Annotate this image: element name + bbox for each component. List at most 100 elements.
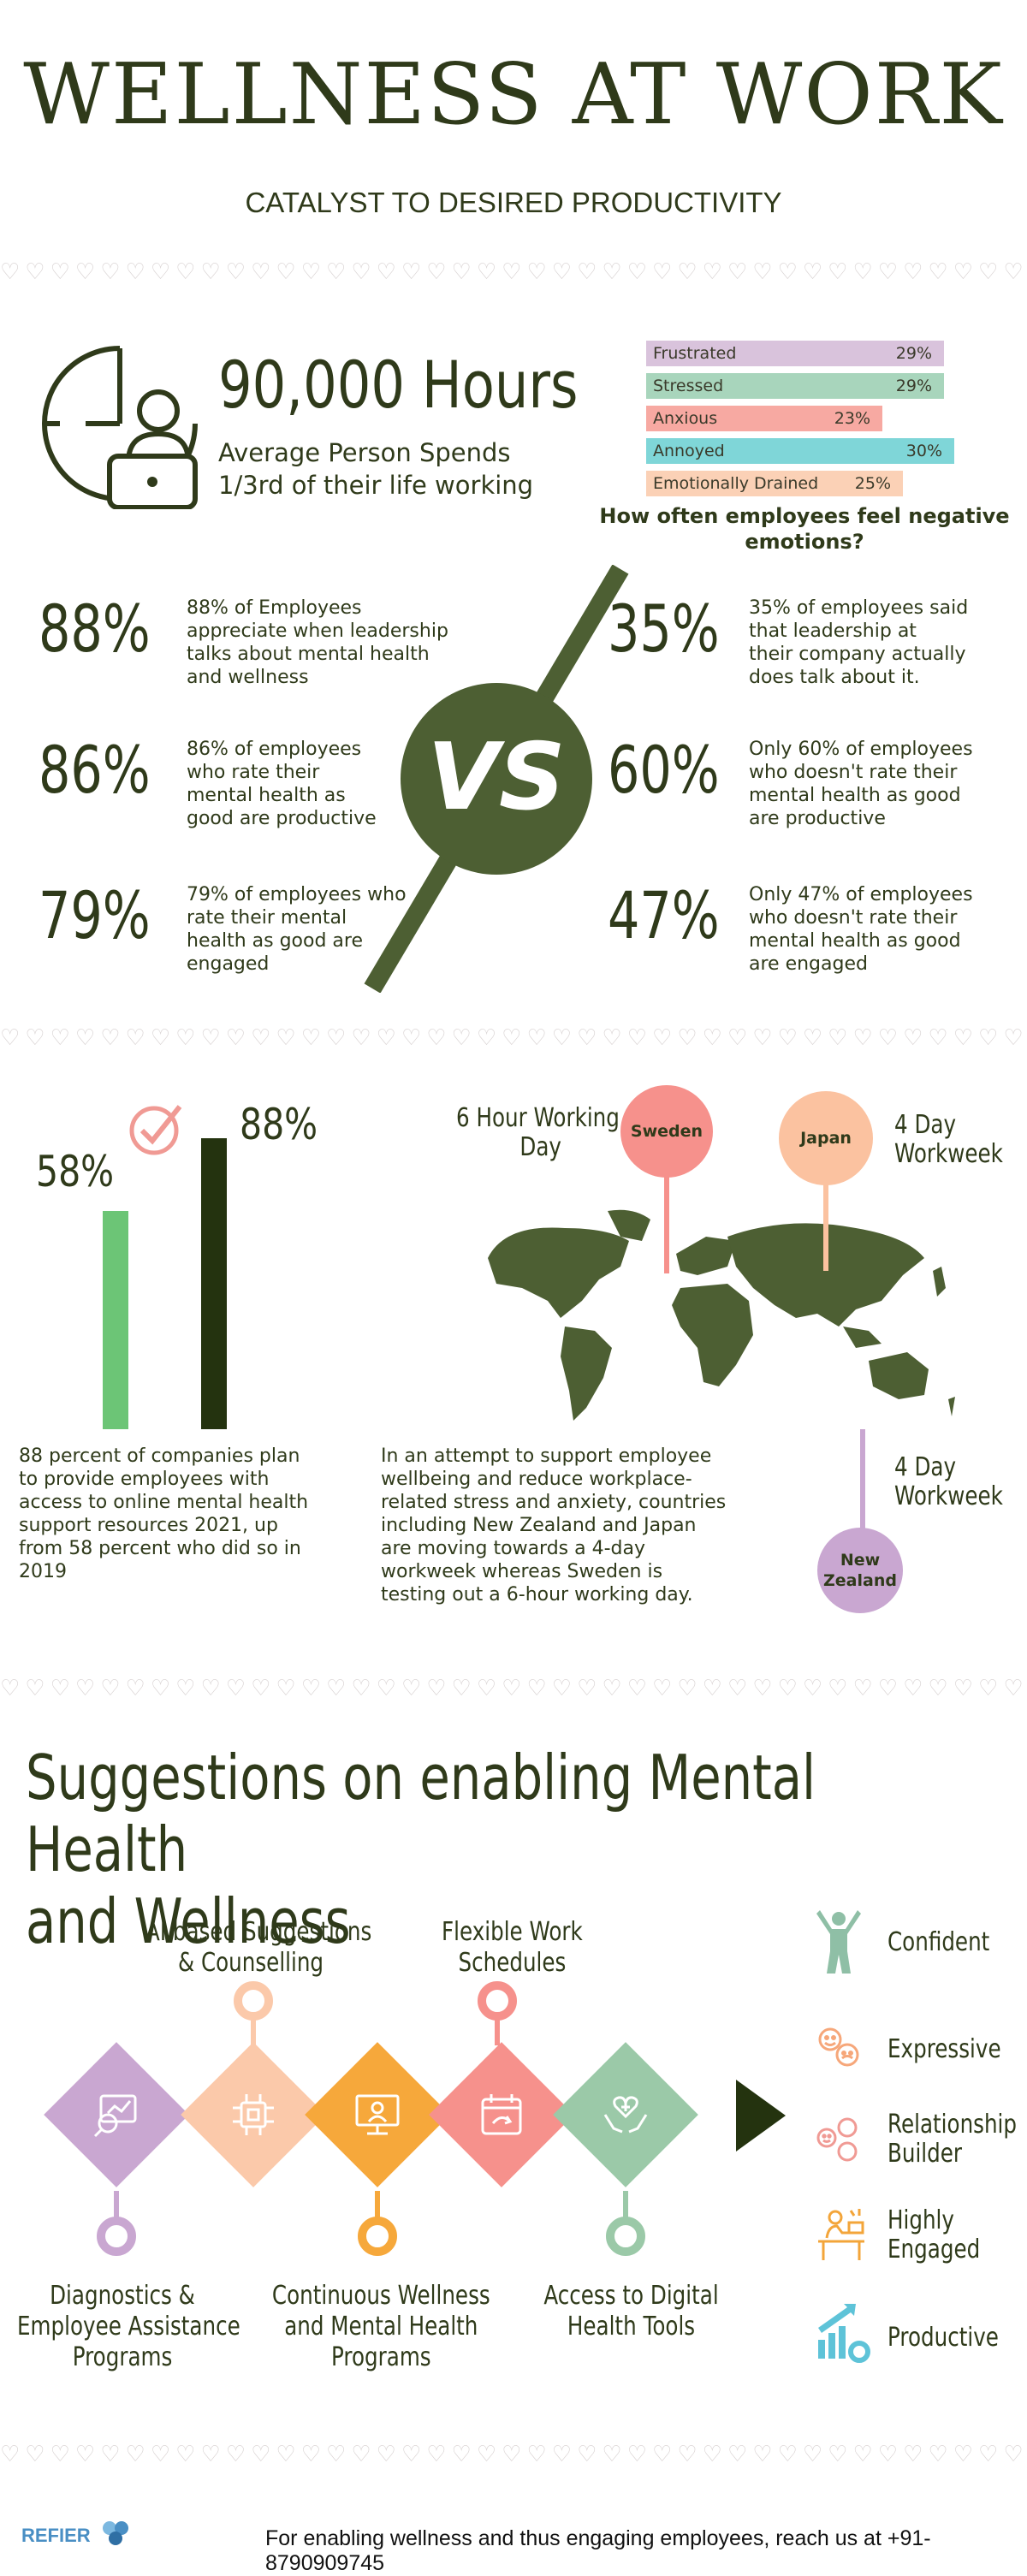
indonesia-shape	[843, 1327, 882, 1348]
stat-line: rate their mental	[187, 907, 347, 929]
japan-pin-stem	[823, 1168, 828, 1271]
japan-shape	[933, 1267, 946, 1297]
stat-line: their company actually	[749, 644, 966, 665]
emotion-pct: 29%	[895, 377, 932, 395]
left-stat-number: 88%	[39, 591, 151, 667]
emotion-bar-annoyed: Annoyed 30%	[646, 438, 954, 464]
right-stat-text: 35% of employees said that leadership at t…	[749, 597, 1006, 689]
support-text-line: from 58 percent who did so in	[19, 1538, 301, 1559]
checkmark-icon	[127, 1098, 187, 1158]
emotion-label: Stressed	[653, 377, 724, 395]
emotion-pct: 29%	[895, 344, 932, 363]
stat-line: 88% of Employees	[187, 597, 362, 619]
continuous-line1: Continuous Wellness	[271, 2281, 490, 2311]
stat-line: 35% of employees said	[749, 597, 969, 619]
stat-line: who doesn't rate their	[749, 762, 958, 783]
left-stat-text: 86% of employees who rate their mental hea…	[187, 738, 460, 830]
vs-slash-graphic: VS	[364, 565, 629, 993]
workweek-text-line: In an attempt to support employee	[381, 1445, 712, 1467]
right-stat-number: 35%	[608, 591, 720, 667]
right-stat-text: Only 47% of employees who doesn't rate th…	[749, 883, 1006, 976]
engaged-line2: Engaged	[887, 2235, 981, 2264]
digital-line1: Access to Digital	[543, 2281, 719, 2311]
nz-pin-stem	[860, 1429, 865, 1553]
hearts-divider-3: ♡♡♡♡♡♡♡♡♡♡♡♡♡♡♡♡♡♡♡♡♡♡♡♡♡♡♡♡♡♡♡♡♡♡♡♡♡♡♡♡…	[0, 1676, 1027, 1701]
australia-shape	[869, 1352, 929, 1399]
stat-line: Only 47% of employees	[749, 884, 973, 905]
connector-continuous	[375, 2191, 380, 2225]
emotion-label: Frustrated	[653, 344, 737, 363]
diagnostics-label: Diagnostics & Employee Assistance Progra…	[17, 2281, 240, 2373]
africa-shape	[672, 1284, 753, 1386]
digital-tools-label: Access to Digital Health Tools	[543, 2281, 719, 2342]
sweden-pin-stem	[664, 1171, 669, 1273]
emotions-caption-line1: How often employees feel negative	[599, 504, 1010, 528]
nz-caption-line2: Workweek	[894, 1481, 1003, 1511]
nz-pin: New Zealand	[817, 1528, 903, 1613]
health-hands-icon	[600, 2089, 651, 2140]
flexible-work-line1: Flexible Work	[442, 1917, 583, 1947]
continuous-line3: Programs	[330, 2342, 431, 2372]
clock-worker-icon	[34, 338, 205, 510]
stat-line: who doesn't rate their	[749, 907, 958, 929]
nz-caption-line1: 4 Day	[894, 1452, 957, 1482]
flexible-work-line2: Schedules	[458, 1948, 567, 1978]
stat-line: are productive	[749, 808, 886, 829]
emotion-pct: 30%	[905, 442, 942, 460]
emotions-caption-line2: emotions?	[745, 530, 864, 554]
diagnostics-line3: Programs	[72, 2342, 173, 2372]
japan-caption: 4 Day Workweek	[894, 1111, 1003, 1169]
stat-line: mental health as	[187, 785, 346, 806]
stat-line: mental health as good	[749, 930, 961, 952]
workweek-text-line: including New Zealand and Japan	[381, 1515, 697, 1536]
sweden-pin: Sweden	[620, 1085, 713, 1178]
bar-2019	[103, 1211, 128, 1429]
emotion-label: Anxious	[653, 409, 718, 428]
expressive-icon	[813, 2022, 864, 2074]
nz-caption: 4 Day Workweek	[894, 1453, 1003, 1511]
south-america-shape	[561, 1327, 612, 1421]
diagnostics-line2: Employee Assistance	[17, 2312, 240, 2342]
arrow-right-icon	[736, 2080, 786, 2152]
stat-line: mental health as good	[749, 785, 961, 806]
trait-highly-engaged: Highly Engaged	[887, 2206, 980, 2264]
suggestions-title: Suggestions on enabling Mental Health an…	[26, 1742, 916, 1957]
engaged-icon	[811, 2204, 871, 2264]
trait-relationship-builder: Relationship Builder	[887, 2110, 1017, 2169]
hearts-divider: ♡♡♡♡♡♡♡♡♡♡♡♡♡♡♡♡♡♡♡♡♡♡♡♡♡♡♡♡♡♡♡♡♡♡♡♡♡♡♡♡…	[0, 259, 1027, 285]
continuous-wellness-label: Continuous Wellness and Mental Health Pr…	[265, 2281, 497, 2373]
ring-flexible	[478, 1981, 517, 2021]
north-america-shape	[488, 1227, 629, 1318]
support-text-line: 88 percent of companies plan	[19, 1445, 300, 1467]
before-pct: 58%	[36, 1147, 115, 1196]
connector-flexible	[495, 2011, 500, 2045]
online-support-text: 88 percent of companies plan to provide e…	[19, 1445, 378, 1583]
confident-icon	[813, 1907, 864, 1975]
productive-icon	[813, 2302, 873, 2366]
negative-emotions-chart: Frustrated 29% Stressed 29% Anxious 23% Annoye…	[646, 341, 1006, 503]
support-text-line: access to online mental health	[19, 1492, 309, 1513]
emotion-label: Emotionally Drained	[653, 474, 819, 493]
refier-logo-icon	[101, 2520, 130, 2545]
workweek-text-line: wellbeing and reduce workplace-	[381, 1469, 692, 1490]
hearts-divider-2: ♡♡♡♡♡♡♡♡♡♡♡♡♡♡♡♡♡♡♡♡♡♡♡♡♡♡♡♡♡♡♡♡♡♡♡♡♡♡♡♡…	[0, 1025, 1027, 1051]
stat-line: engaged	[187, 953, 270, 975]
hours-line1: Average Person Spends	[218, 438, 511, 467]
vs-label: VS	[427, 724, 565, 831]
ai-suggestions-line1: AI based Suggestions	[145, 1917, 372, 1947]
right-stat-text: Only 60% of employees who doesn't rate th…	[749, 738, 1006, 830]
connector-diagnostics	[114, 2191, 119, 2225]
emotion-bar-anxious: Anxious 23%	[646, 406, 882, 431]
nz-pin-line2: Zealand	[823, 1571, 897, 1590]
diagnostics-line1: Diagnostics &	[50, 2281, 195, 2311]
ring-digital	[606, 2217, 645, 2256]
relationship-icon	[813, 2114, 864, 2165]
connector-digital	[623, 2191, 628, 2225]
greenland-shape	[608, 1209, 650, 1241]
stat-line: health as good are	[187, 930, 363, 952]
sweden-caption-line2: Day	[519, 1132, 561, 1162]
footer-contact[interactable]: For enabling wellness and thus engaging …	[265, 2526, 931, 2575]
sweden-caption-line1: 6 Hour Working	[456, 1103, 620, 1133]
ai-suggestions-line2: & Counselling	[177, 1948, 324, 1978]
emotion-pct: 25%	[854, 474, 891, 493]
